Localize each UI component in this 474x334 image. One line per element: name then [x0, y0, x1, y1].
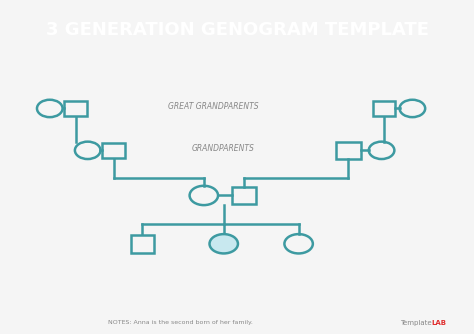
- Text: 3 GENERATION GENOGRAM TEMPLATE: 3 GENERATION GENOGRAM TEMPLATE: [46, 21, 428, 39]
- Text: Template: Template: [400, 320, 431, 326]
- Text: NOTES: Anna is the second born of her family.: NOTES: Anna is the second born of her fa…: [108, 320, 253, 325]
- Text: LAB: LAB: [431, 320, 447, 326]
- Text: GRANDPARENTS: GRANDPARENTS: [191, 144, 254, 153]
- Text: GREAT GRANDPARENTS: GREAT GRANDPARENTS: [168, 102, 259, 111]
- Circle shape: [210, 234, 238, 254]
